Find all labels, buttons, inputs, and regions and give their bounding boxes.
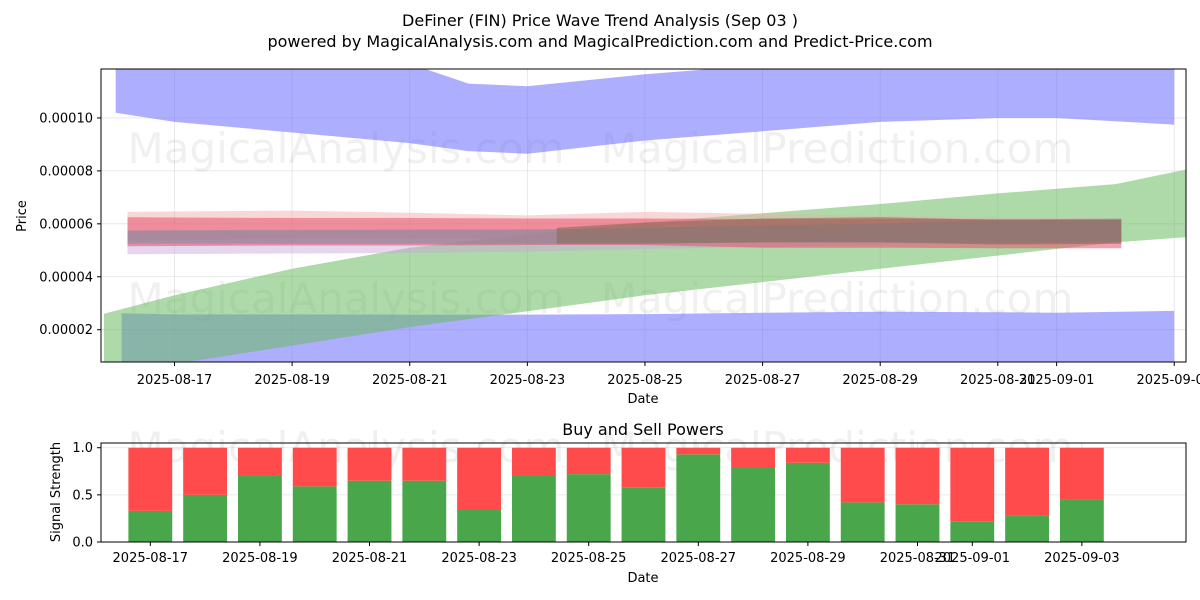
buy-bar <box>1059 499 1104 542</box>
chart-title: DeFiner (FIN) Price Wave Trend Analysis … <box>402 11 798 30</box>
sell-bar <box>1005 447 1050 516</box>
price-y-tick-label: 0.00006 <box>39 217 93 232</box>
signal-x-tick-label: 2025-08-23 <box>441 551 517 566</box>
price-y-axis-label: Price <box>15 200 30 232</box>
price-x-axis-label: Date <box>627 392 658 407</box>
price-x-tick-label: 2025-08-25 <box>607 373 683 388</box>
buy-bar <box>731 467 776 542</box>
signal-y-axis-label: Signal Strength <box>49 442 64 542</box>
chart-subtitle: powered by MagicalAnalysis.com and Magic… <box>267 32 932 51</box>
signal-x-tick-label: 2025-08-29 <box>770 551 846 566</box>
price-x-tick-label: 2025-09-03 <box>1136 373 1200 388</box>
sell-bar <box>511 447 556 476</box>
price-x-tick-label: 2025-08-29 <box>842 373 918 388</box>
price-panel: MagicalAnalysis.com MagicalPrediction.co… <box>15 68 1200 407</box>
signal-x-tick-label: 2025-08-31 <box>880 551 956 566</box>
buy-bar <box>347 480 392 542</box>
price-x-tick-label: 2025-08-19 <box>254 373 330 388</box>
sell-bar <box>457 447 502 509</box>
price-x-tick-label: 2025-09-01 <box>1019 373 1095 388</box>
signal-x-tick-label: 2025-08-17 <box>113 551 189 566</box>
signal-x-ticks: 2025-08-17 2025-08-19 2025-08-21 2025-08-23… <box>113 542 1120 566</box>
price-x-tick-label: 2025-08-17 <box>137 373 213 388</box>
price-bands <box>103 69 1186 362</box>
signal-panel: Buy and Sell Powers MagicalAnalysis.com … <box>49 420 1187 586</box>
price-y-tick-label: 0.00010 <box>39 111 93 126</box>
buy-bar <box>950 521 995 542</box>
sell-bar <box>785 447 830 463</box>
buy-bar <box>566 474 611 542</box>
sell-bar <box>402 447 447 481</box>
buy-bar <box>840 502 885 542</box>
buy-bar <box>237 475 282 542</box>
sell-bar <box>895 447 940 505</box>
signal-y-ticks: 0.0 0.5 1.0 <box>72 441 101 551</box>
watermark-prediction-3: MagicalPrediction.com <box>601 423 1074 472</box>
price-plot-frame <box>100 68 1187 363</box>
buy-bar <box>676 454 721 542</box>
buy-bar <box>128 510 173 542</box>
signal-y-tick-label: 1.0 <box>72 441 93 456</box>
sell-bar <box>292 447 337 487</box>
sell-bar <box>237 447 282 476</box>
price-x-tick-label: 2025-08-27 <box>725 373 801 388</box>
price-y-tick-label: 0.00002 <box>39 323 93 338</box>
sell-bar <box>183 447 228 495</box>
sell-bar <box>128 447 173 511</box>
buy-bar <box>1005 515 1050 542</box>
sell-bar <box>840 447 885 503</box>
signal-y-tick-label: 0.5 <box>72 488 93 503</box>
sell-bar <box>1059 447 1104 500</box>
signal-plot-frame <box>100 442 1187 543</box>
price-y-tick-label: 0.00004 <box>39 270 93 285</box>
buy-bar <box>785 462 830 542</box>
signal-x-tick-label: 2025-08-21 <box>332 551 408 566</box>
price-x-tick-label: 2025-08-21 <box>372 373 448 388</box>
signal-bars <box>128 447 1104 542</box>
signal-y-tick-label: 0.0 <box>72 536 93 551</box>
sell-bar <box>731 447 776 468</box>
signal-x-tick-label: 2025-09-03 <box>1044 551 1120 566</box>
brown-band <box>556 217 1122 245</box>
signal-chart-title: Buy and Sell Powers <box>562 420 724 439</box>
signal-x-tick-label: 2025-09-01 <box>935 551 1011 566</box>
buy-bar <box>511 476 556 542</box>
buy-bar <box>895 504 940 542</box>
price-x-tick-label: 2025-08-31 <box>960 373 1036 388</box>
sell-bar <box>621 447 666 488</box>
signal-x-tick-label: 2025-08-19 <box>222 551 298 566</box>
buy-bar <box>292 486 337 542</box>
sell-bar <box>950 447 995 522</box>
price-x-tick-label: 2025-08-23 <box>490 373 566 388</box>
green-trend-band <box>103 169 1186 362</box>
price-y-tick-label: 0.00008 <box>39 164 93 179</box>
price-y-ticks: 0.00002 0.00004 0.00006 0.00008 0.00010 <box>39 111 101 338</box>
buy-bar <box>621 487 666 542</box>
sell-bar <box>347 447 392 481</box>
blue-upper-band <box>115 69 1175 154</box>
signal-x-tick-label: 2025-08-27 <box>661 551 737 566</box>
buy-bar <box>457 509 502 542</box>
sell-bar <box>566 447 611 475</box>
price-x-ticks: 2025-08-17 2025-08-19 2025-08-21 2025-08-23… <box>137 362 1200 388</box>
signal-x-axis-label: Date <box>627 571 658 586</box>
buy-bar <box>402 480 447 542</box>
sell-bar <box>676 447 721 455</box>
signal-x-tick-label: 2025-08-25 <box>551 551 627 566</box>
buy-bar <box>183 494 228 542</box>
